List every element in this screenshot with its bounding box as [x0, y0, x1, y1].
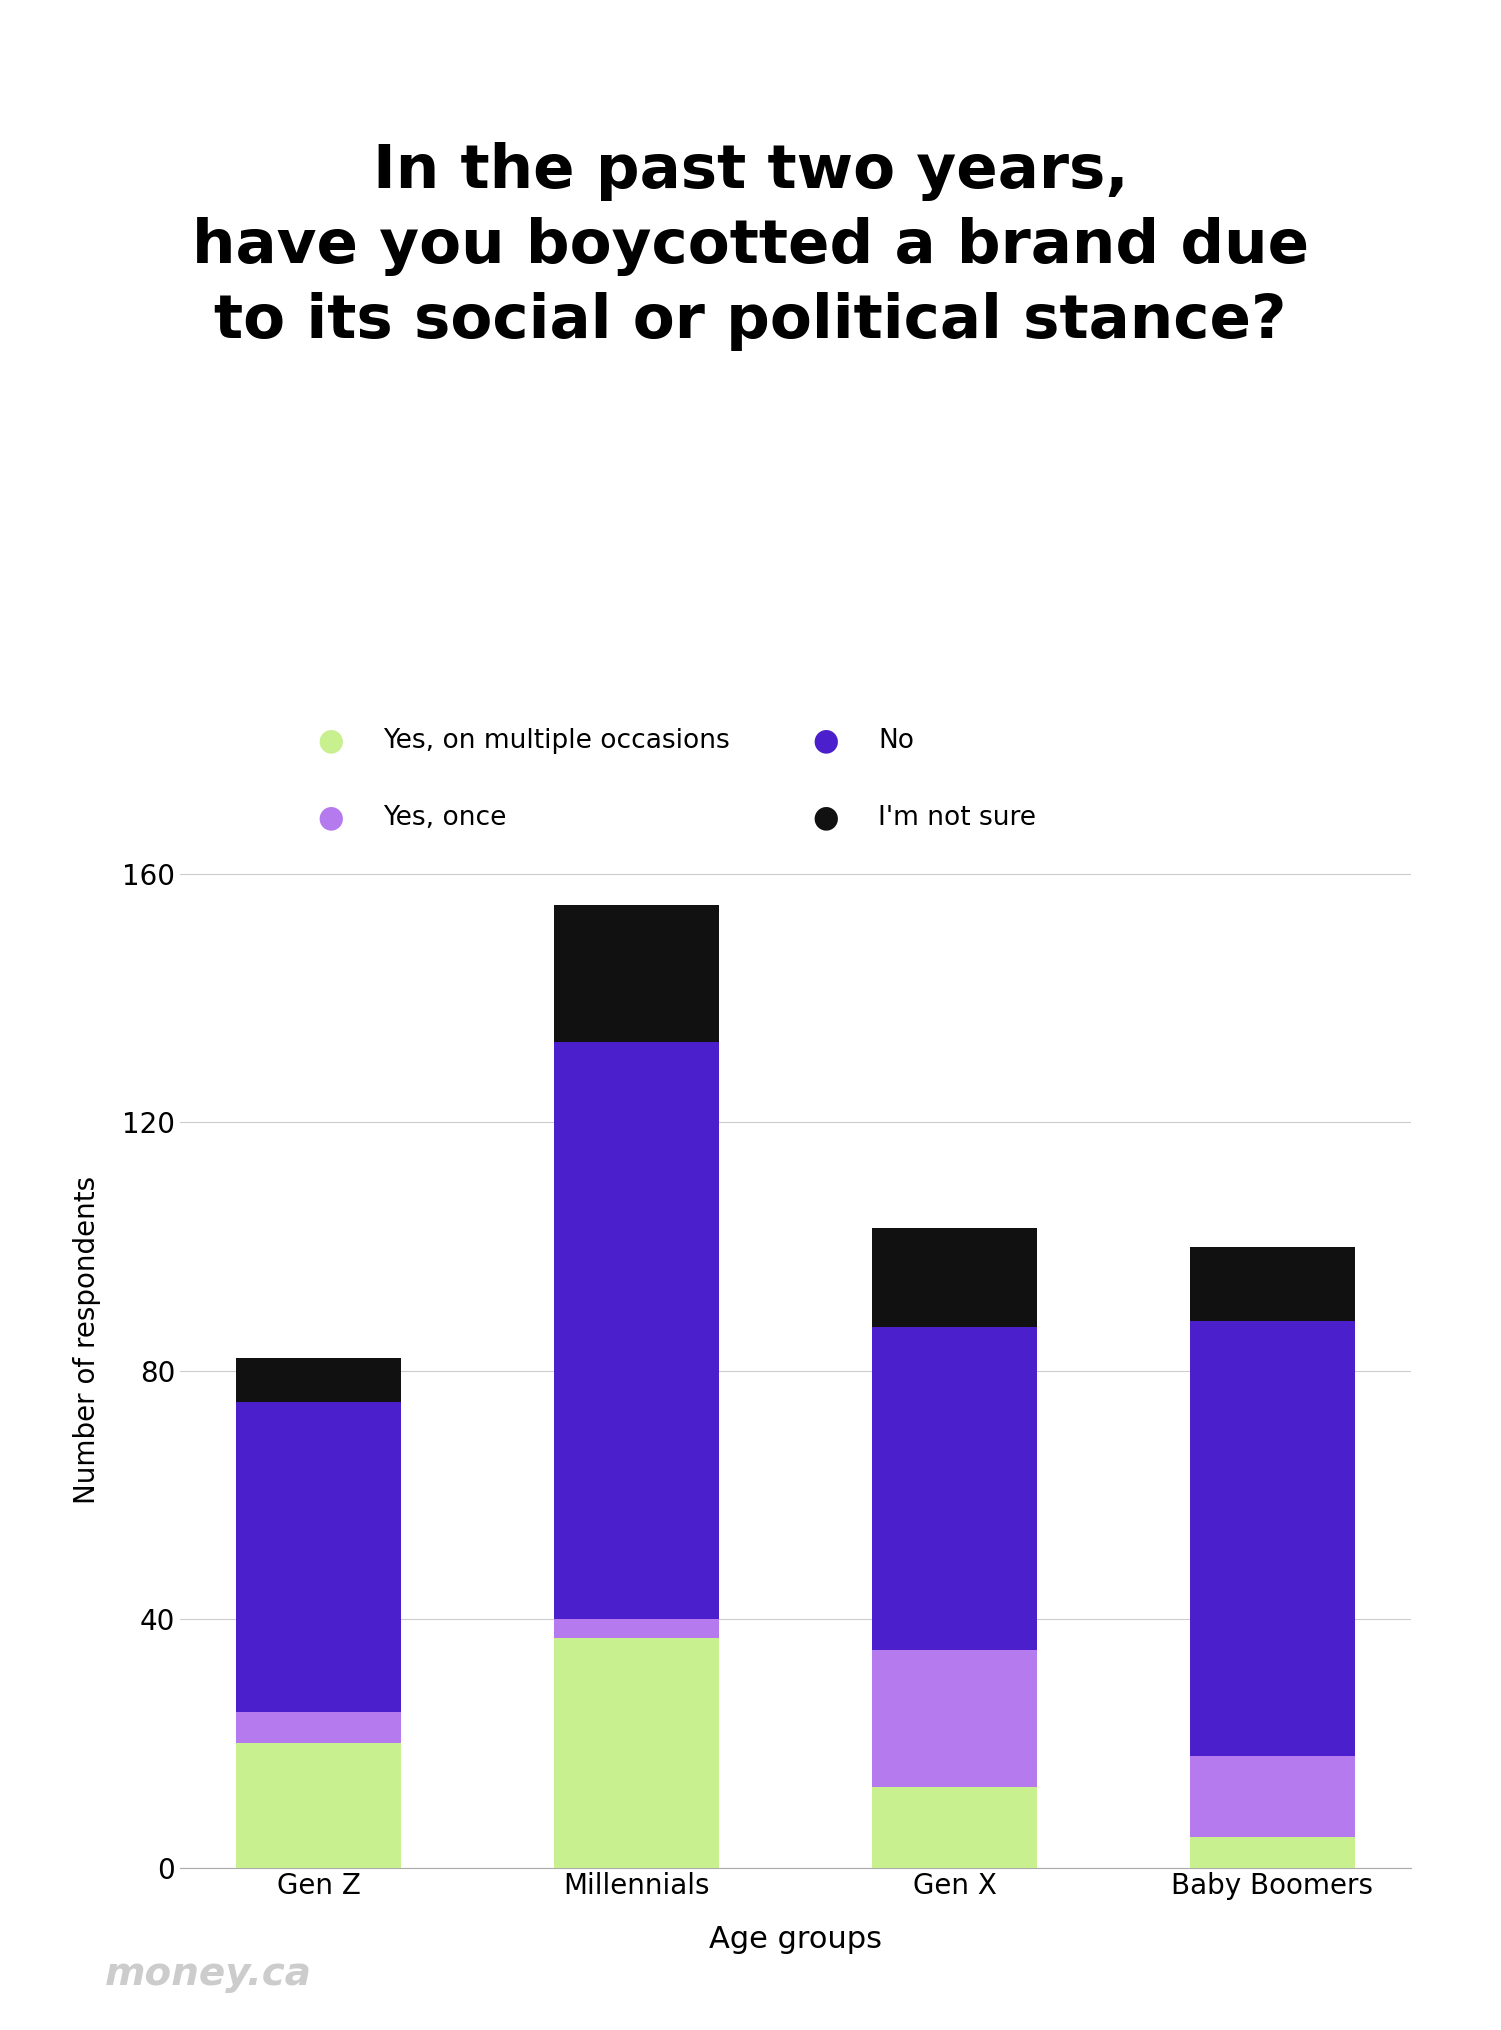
- Bar: [554, 905, 719, 1041]
- Bar: [872, 1228, 1037, 1328]
- Text: ●: ●: [812, 804, 839, 832]
- Bar: [1190, 1246, 1355, 1322]
- Text: I'm not sure: I'm not sure: [878, 806, 1036, 830]
- Bar: [236, 1713, 401, 1744]
- Bar: [236, 1744, 401, 1868]
- Y-axis label: Number of respondents: Number of respondents: [74, 1175, 102, 1504]
- Text: ●: ●: [317, 804, 344, 832]
- Text: ●: ●: [317, 727, 344, 755]
- Bar: [236, 1358, 401, 1403]
- Text: Yes, on multiple occasions: Yes, on multiple occasions: [383, 729, 729, 753]
- Text: Yes, once: Yes, once: [383, 806, 506, 830]
- Bar: [1190, 1837, 1355, 1868]
- Bar: [554, 1041, 719, 1620]
- Text: In the past two years,
have you boycotted a brand due
to its social or political: In the past two years, have you boycotte…: [192, 142, 1309, 351]
- Text: No: No: [878, 729, 914, 753]
- Text: ●: ●: [812, 727, 839, 755]
- Bar: [1190, 1756, 1355, 1837]
- Bar: [554, 1620, 719, 1638]
- Text: money.ca: money.ca: [105, 1955, 312, 1993]
- Bar: [872, 1328, 1037, 1650]
- Bar: [554, 1638, 719, 1868]
- Bar: [236, 1403, 401, 1713]
- Bar: [872, 1650, 1037, 1786]
- Bar: [1190, 1322, 1355, 1756]
- X-axis label: Age groups: Age groups: [708, 1926, 883, 1955]
- Bar: [872, 1786, 1037, 1868]
